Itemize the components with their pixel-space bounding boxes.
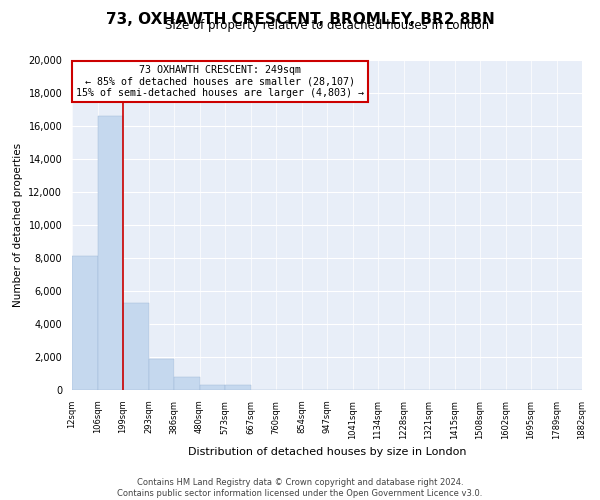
Bar bbox=[72, 256, 97, 390]
Bar bbox=[149, 360, 174, 390]
Bar bbox=[123, 302, 149, 390]
Text: Contains HM Land Registry data © Crown copyright and database right 2024.
Contai: Contains HM Land Registry data © Crown c… bbox=[118, 478, 482, 498]
Bar bbox=[225, 386, 251, 390]
Bar bbox=[174, 377, 199, 390]
Title: Size of property relative to detached houses in London: Size of property relative to detached ho… bbox=[165, 20, 489, 32]
Bar bbox=[199, 385, 225, 390]
Text: 73, OXHAWTH CRESCENT, BROMLEY, BR2 8BN: 73, OXHAWTH CRESCENT, BROMLEY, BR2 8BN bbox=[106, 12, 494, 28]
Text: 73 OXHAWTH CRESCENT: 249sqm
← 85% of detached houses are smaller (28,107)
15% of: 73 OXHAWTH CRESCENT: 249sqm ← 85% of det… bbox=[76, 65, 364, 98]
X-axis label: Distribution of detached houses by size in London: Distribution of detached houses by size … bbox=[188, 447, 466, 457]
Y-axis label: Number of detached properties: Number of detached properties bbox=[13, 143, 23, 307]
Bar bbox=[97, 116, 123, 390]
